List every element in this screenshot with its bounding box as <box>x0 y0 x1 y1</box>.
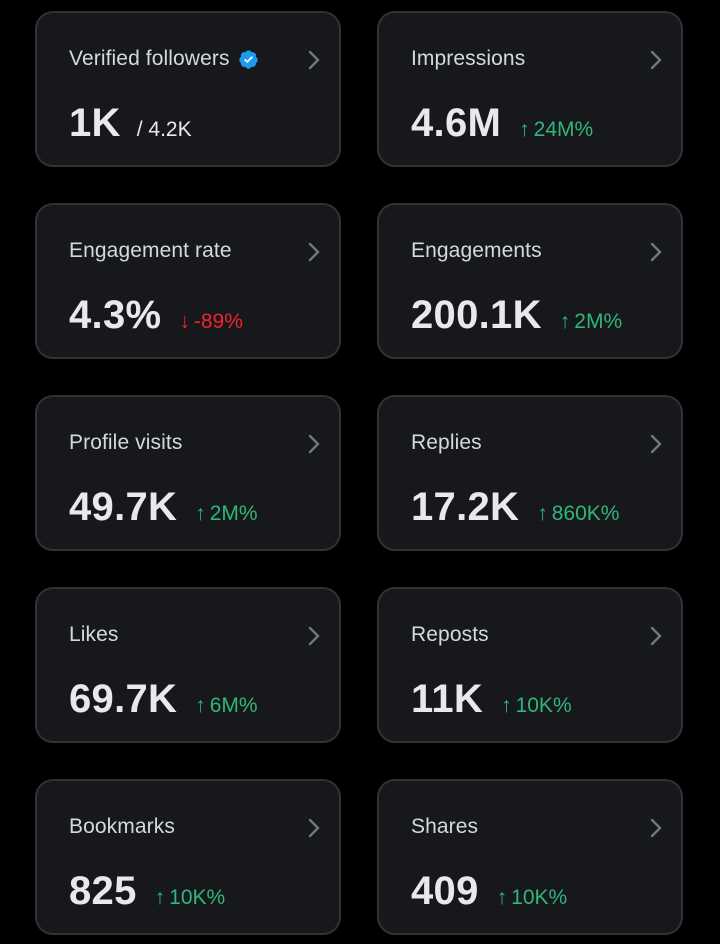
arrow-up-icon: ↑ <box>537 502 548 525</box>
card-value-row: 4.3% ↓ -89% <box>69 293 243 338</box>
card-label-text: Verified followers <box>69 47 230 70</box>
card-change-value: 24M% <box>533 118 594 141</box>
card-value-row: 11K ↑ 10K% <box>411 677 572 722</box>
card-change-value: 860K% <box>551 502 620 525</box>
card-label-text: Bookmarks <box>69 815 175 838</box>
replies-card[interactable]: Replies 17.2K ↑ 860K% <box>377 395 683 551</box>
card-change: ↑ 2M% <box>195 502 257 526</box>
impressions-card[interactable]: Impressions 4.6M ↑ 24M% <box>377 11 683 167</box>
card-value-row: 4.6M ↑ 24M% <box>411 101 593 146</box>
chevron-right-icon <box>650 626 662 646</box>
card-label: Reposts <box>411 623 489 647</box>
card-label: Shares <box>411 815 478 839</box>
card-label-text: Reposts <box>411 623 489 646</box>
arrow-up-icon: ↑ <box>195 502 206 525</box>
card-label-text: Shares <box>411 815 479 838</box>
card-label: Engagements <box>411 239 542 263</box>
card-change: ↑ 6M% <box>195 694 257 718</box>
card-change: ↑ 10K% <box>501 694 572 718</box>
card-change: ↑ 10K% <box>497 886 568 910</box>
card-value: 49.7K <box>69 485 178 529</box>
engagement-rate-card[interactable]: Engagement rate 4.3% ↓ -89% <box>35 203 341 359</box>
card-change: ↑ 24M% <box>519 118 593 142</box>
card-value: 825 <box>69 869 137 913</box>
card-value: 11K <box>411 677 484 721</box>
card-value: 409 <box>411 869 479 913</box>
card-label: Impressions <box>411 47 525 71</box>
card-value-row: 69.7K ↑ 6M% <box>69 677 258 722</box>
chevron-right-icon <box>650 818 662 838</box>
card-label: Likes <box>69 623 119 647</box>
chevron-right-icon <box>308 242 320 262</box>
card-label-text: Engagement rate <box>69 239 232 262</box>
arrow-up-icon: ↑ <box>154 886 166 909</box>
card-change: ↓ -89% <box>179 310 243 334</box>
card-label: Profile visits <box>69 431 182 455</box>
arrow-up-icon: ↑ <box>501 694 512 717</box>
chevron-right-icon <box>308 626 320 646</box>
chevron-right-icon <box>650 242 662 262</box>
reposts-card[interactable]: Reposts 11K ↑ 10K% <box>377 587 683 743</box>
card-value-row: 17.2K ↑ 860K% <box>411 485 619 530</box>
card-change-value: 10K% <box>511 886 568 909</box>
card-change: ↑ 2M% <box>560 310 622 334</box>
card-label: Verified followers <box>69 47 259 71</box>
card-change-value: 2M% <box>574 310 623 333</box>
card-value: 4.6M <box>411 101 502 145</box>
card-value-row: 409 ↑ 10K% <box>411 869 567 914</box>
card-label-text: Impressions <box>411 47 526 70</box>
card-label: Engagement rate <box>69 239 232 263</box>
profile-visits-card[interactable]: Profile visits 49.7K ↑ 2M% <box>35 395 341 551</box>
chevron-right-icon <box>308 434 320 454</box>
verified-badge-icon <box>238 49 258 69</box>
card-value-row: 825 ↑ 10K% <box>69 869 225 914</box>
engagements-card[interactable]: Engagements 200.1K ↑ 2M% <box>377 203 683 359</box>
arrow-up-icon: ↑ <box>519 118 530 141</box>
card-change-value: 10K% <box>169 886 226 909</box>
card-value: 17.2K <box>411 485 520 529</box>
card-change-value: -89% <box>193 310 243 333</box>
card-label-text: Likes <box>69 623 119 646</box>
card-value-row: 49.7K ↑ 2M% <box>69 485 258 530</box>
card-value: 1K <box>69 101 121 145</box>
card-value-row: 200.1K ↑ 2M% <box>411 293 622 338</box>
card-label-text: Engagements <box>411 239 542 262</box>
arrow-up-icon: ↑ <box>195 694 206 717</box>
card-value: 200.1K <box>411 293 542 337</box>
card-value: 4.3% <box>69 293 162 337</box>
chevron-right-icon <box>650 434 662 454</box>
card-change-value: 6M% <box>209 694 258 717</box>
verified-followers-card[interactable]: Verified followers 1K / 4.2K <box>35 11 341 167</box>
card-change-value: 10K% <box>515 694 572 717</box>
chevron-right-icon <box>650 50 662 70</box>
card-label-text: Profile visits <box>69 431 183 454</box>
card-total: / 4.2K <box>136 118 192 141</box>
card-label-text: Replies <box>411 431 482 454</box>
card-change-value: 2M% <box>209 502 258 525</box>
chevron-right-icon <box>308 818 320 838</box>
arrow-down-icon: ↓ <box>179 310 190 333</box>
likes-card[interactable]: Likes 69.7K ↑ 6M% <box>35 587 341 743</box>
card-value: 69.7K <box>69 677 178 721</box>
card-value-row: 1K / 4.2K <box>69 101 192 146</box>
card-change: ↑ 10K% <box>155 886 226 910</box>
arrow-up-icon: ↑ <box>496 886 508 909</box>
card-label: Replies <box>411 431 482 455</box>
arrow-up-icon: ↑ <box>559 310 571 333</box>
card-label: Bookmarks <box>69 815 175 839</box>
bookmarks-card[interactable]: Bookmarks 825 ↑ 10K% <box>35 779 341 935</box>
chevron-right-icon <box>308 50 320 70</box>
shares-card[interactable]: Shares 409 ↑ 10K% <box>377 779 683 935</box>
card-change: ↑ 860K% <box>537 502 619 526</box>
